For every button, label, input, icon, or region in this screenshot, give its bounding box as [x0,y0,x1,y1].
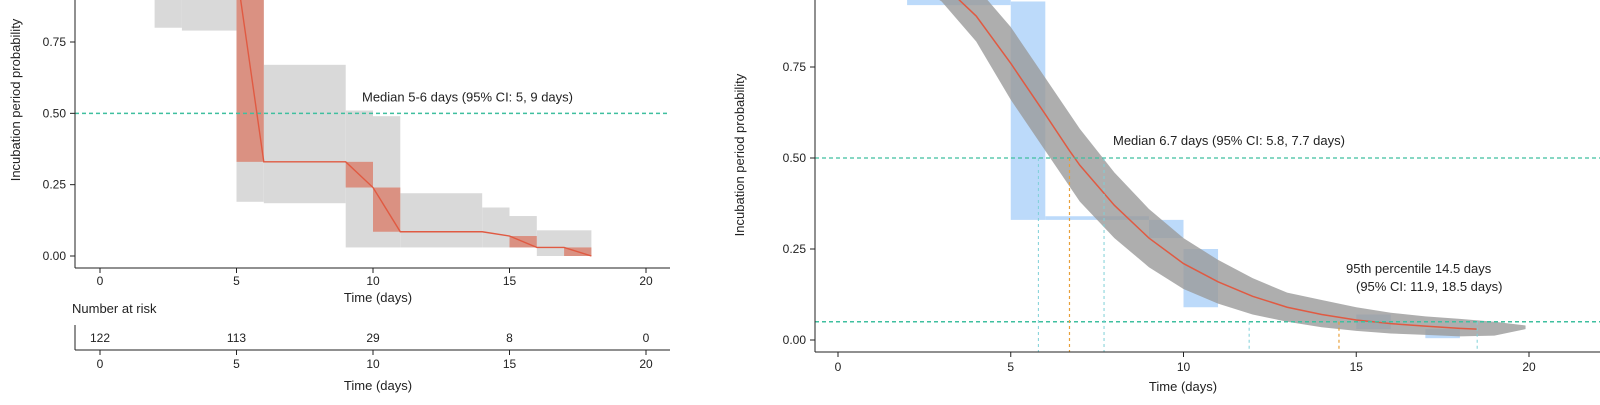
risk-count: 29 [366,331,380,345]
left-x-axis-title: Time (days) [344,290,412,305]
left-ci-rect [154,0,182,28]
right-x-tick-label: 15 [1350,360,1364,374]
left-y-tick-label: 0.25 [43,178,67,192]
risk-count: 8 [506,331,513,345]
left-x-tick-label: 5 [233,274,240,288]
left-y-tick-label: 0.50 [43,106,67,120]
right-y-tick-label: 0.25 [783,242,807,256]
left-x-tick-label: 15 [503,274,517,288]
risk-x-axis-title: Time (days) [344,378,412,393]
risk-table-title: Number at risk [72,301,157,316]
right-y-axis-title: Incubation period probability [732,73,747,236]
left-y-axis-title: Incubation period probability [8,18,23,181]
right-x-tick-label: 20 [1522,360,1536,374]
left-ci-rect [263,64,346,204]
left-y-tick-label: 0.00 [43,249,67,263]
left-x-tick-label: 10 [366,274,380,288]
left-y-tick-label: 0.75 [43,35,67,49]
risk-count: 0 [643,331,650,345]
left-median-label: Median 5-6 days (95% CI: 5, 9 days) [362,89,573,104]
right-x-axis-title: Time (days) [1149,379,1217,394]
right-fit-line [958,0,1478,330]
right-y-tick-label: 0.00 [783,333,807,347]
risk-x-tick-label: 10 [366,357,380,371]
right-p95-label-line2: (95% CI: 11.9, 18.5 days) [1356,279,1502,294]
right-fit-band [939,0,1526,337]
risk-count: 122 [90,331,110,345]
left-x-tick-label: 20 [639,274,653,288]
risk-x-tick-label: 15 [503,357,517,371]
right-x-tick-label: 5 [1007,360,1014,374]
risk-x-tick-label: 0 [97,357,104,371]
right-x-tick-label: 10 [1177,360,1191,374]
risk-count: 113 [227,331,246,345]
left-x-tick-label: 0 [97,274,104,288]
right-median-label: Median 6.7 days (95% CI: 5.8, 7.7 days) [1113,133,1345,148]
left-km-line [239,0,592,257]
right-y-tick-label: 0.75 [783,60,807,74]
right-x-tick-label: 0 [835,360,842,374]
risk-x-tick-label: 20 [639,357,653,371]
right-y-tick-label: 0.50 [783,151,807,165]
left-ci-rect [400,193,483,248]
left-ci-rect [482,207,510,248]
right-p95-label-line1: 95th percentile 14.5 days [1346,261,1492,276]
left-ci-rect [181,0,237,31]
risk-x-tick-label: 5 [233,357,240,371]
